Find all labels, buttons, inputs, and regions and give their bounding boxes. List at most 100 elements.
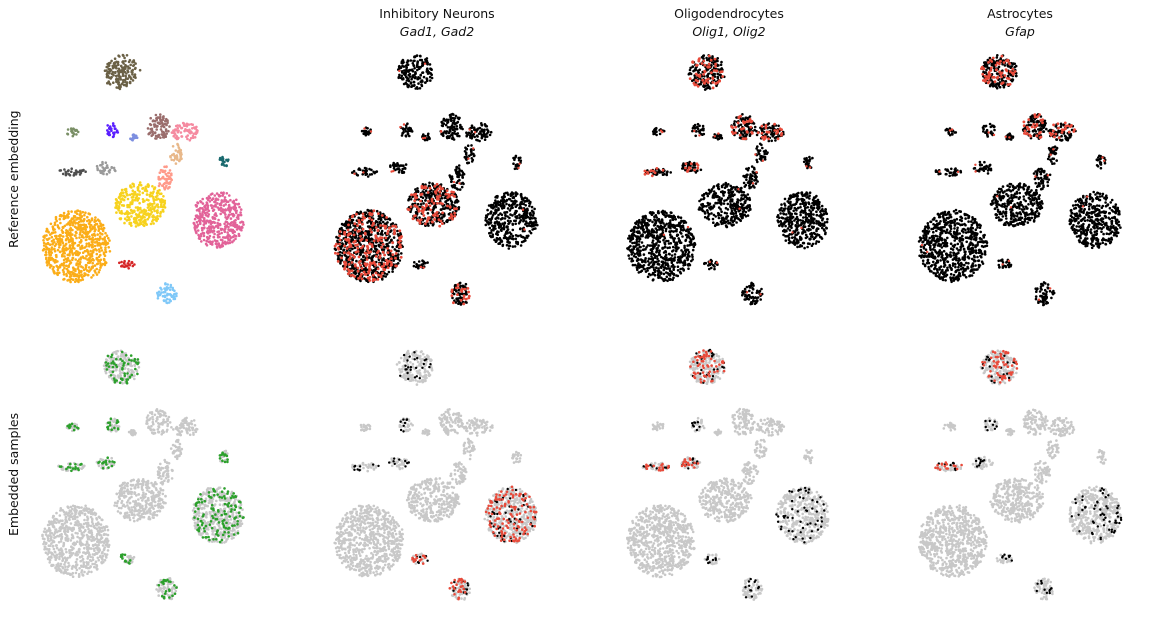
data-point [513, 158, 516, 162]
data-point [131, 182, 134, 186]
data-point [520, 240, 524, 244]
data-point [155, 216, 159, 220]
data-point [368, 265, 371, 269]
data-point [222, 200, 226, 203]
cluster-c10 [95, 160, 117, 176]
data-point [93, 241, 97, 244]
data-point [406, 59, 410, 63]
data-point [497, 230, 500, 234]
data-point [344, 254, 347, 257]
data-point [497, 203, 501, 207]
data-point [106, 129, 109, 132]
data-point [518, 213, 521, 217]
data-point [232, 239, 235, 242]
data-point [218, 207, 222, 210]
data-point [70, 170, 73, 173]
data-point [438, 190, 442, 194]
data-point [105, 172, 109, 176]
data-point [45, 227, 49, 231]
data-point [359, 234, 362, 238]
data-point [82, 256, 85, 260]
data-point [694, 134, 697, 138]
data-point [122, 204, 125, 207]
data-point [89, 249, 92, 253]
data-point [119, 78, 123, 81]
data-point [158, 188, 161, 192]
data-point [811, 156, 814, 160]
data-point [169, 283, 173, 287]
data-point [415, 54, 419, 57]
data-point [505, 210, 509, 214]
data-point [66, 132, 70, 136]
data-point [451, 134, 454, 137]
data-point [489, 234, 492, 238]
data-point [362, 255, 365, 259]
data-point [159, 136, 162, 139]
data-point [156, 191, 160, 194]
data-point [738, 129, 741, 132]
data-point [192, 132, 195, 136]
data-point [148, 214, 151, 218]
data-point [688, 72, 691, 75]
data-point [444, 200, 448, 203]
data-point [523, 228, 526, 231]
data-point [71, 240, 74, 244]
data-point [180, 126, 184, 130]
data-point [92, 274, 95, 277]
data-point [425, 70, 429, 73]
data-point [181, 121, 185, 125]
data-point [805, 162, 809, 165]
data-point [116, 74, 120, 77]
data-point [62, 273, 66, 276]
data-point [73, 234, 77, 237]
data-point [703, 88, 707, 91]
data-point [68, 272, 71, 275]
data-point [376, 251, 379, 255]
data-point [368, 275, 372, 279]
data-point [95, 273, 99, 276]
data-point [148, 203, 152, 207]
data-point [88, 220, 92, 223]
data-point [220, 158, 223, 161]
data-point [65, 223, 69, 226]
data-point [118, 261, 121, 265]
data-point [452, 301, 455, 305]
data-point [118, 83, 121, 87]
data-point [518, 162, 521, 165]
data-point [386, 232, 389, 236]
data-point [202, 232, 205, 235]
data-point [462, 294, 466, 298]
data-point [483, 128, 486, 132]
data-point [470, 157, 474, 160]
data-point [97, 238, 101, 242]
data-point [53, 223, 57, 226]
data-point [166, 286, 170, 290]
data-point [149, 222, 153, 226]
data-point [533, 216, 536, 220]
cluster-c2 [66, 127, 80, 138]
data-point [440, 208, 443, 211]
data-point [500, 240, 504, 243]
data-point [465, 155, 468, 158]
data-point [128, 218, 131, 221]
data-point [124, 80, 127, 84]
data-point [146, 127, 150, 130]
data-point [86, 235, 89, 239]
data-point [342, 251, 346, 255]
data-point [370, 271, 374, 275]
data-point [489, 211, 492, 215]
data-point [115, 86, 118, 89]
data-point [216, 230, 219, 234]
data-point [340, 245, 344, 248]
data-point [772, 125, 775, 129]
data-point [411, 75, 415, 79]
data-point [225, 217, 229, 220]
cluster-c5 [730, 113, 757, 141]
data-point [193, 217, 197, 221]
data-point [512, 162, 515, 165]
data-point [430, 192, 433, 195]
data-point [520, 200, 524, 204]
data-point [179, 156, 182, 160]
data-point [485, 135, 489, 138]
